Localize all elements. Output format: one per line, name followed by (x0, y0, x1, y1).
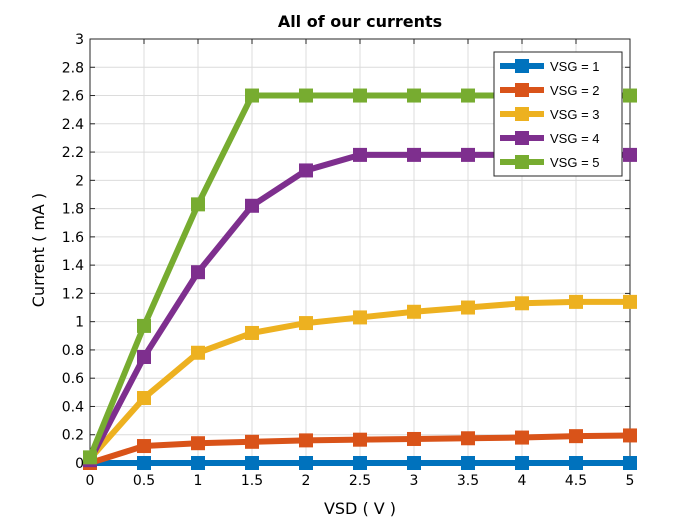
data-point (137, 318, 151, 333)
y-tick-label: 2.8 (62, 60, 84, 76)
legend-entry: VSG = 3 (500, 107, 600, 122)
data-point (137, 350, 151, 364)
data-point (137, 390, 151, 405)
data-point (515, 430, 529, 445)
y-tick-label: 1.8 (62, 202, 84, 218)
x-tick-label: 3 (410, 473, 419, 489)
data-point (299, 88, 313, 103)
legend-label: VSG = 4 (550, 131, 600, 146)
y-tick-label: 1.4 (62, 258, 84, 274)
y-tick-label: 0 (75, 456, 84, 472)
legend-entry: VSG = 1 (500, 59, 600, 74)
data-point (461, 147, 475, 162)
data-point (461, 300, 475, 315)
y-tick-label: 2.6 (62, 89, 84, 105)
y-tick-label: 0.8 (62, 343, 84, 359)
legend-label: VSG = 3 (550, 107, 600, 122)
legend-entry: VSG = 4 (500, 131, 600, 146)
x-tick-label: 5 (626, 473, 635, 489)
legend-entry: VSG = 5 (500, 155, 600, 170)
y-tick-label: 0.4 (62, 399, 84, 415)
data-point (245, 198, 259, 213)
series-3 (83, 294, 637, 466)
data-point (569, 294, 583, 309)
data-point (245, 456, 259, 470)
data-point (299, 163, 313, 178)
data-point (407, 147, 421, 162)
data-point (245, 325, 259, 340)
y-tick-label: 1.6 (62, 230, 84, 246)
legend-marker (515, 59, 529, 73)
y-tick-label: 3 (75, 32, 84, 48)
data-point (191, 197, 205, 212)
data-point (407, 88, 421, 103)
data-point (353, 88, 367, 103)
data-point (569, 456, 583, 470)
data-point (299, 433, 313, 448)
tick-label-layer: 0 0.5 1 1.5 2 2.5 3 3.5 4 4.5 5 0 0.2 0.4 0.6 0.8 1 1.2 1.… (62, 32, 635, 489)
y-tick-label: 2 (75, 173, 84, 189)
data-point (623, 88, 637, 103)
x-tick-label: 0 (86, 473, 95, 489)
data-point (353, 432, 367, 447)
data-point (569, 429, 583, 444)
legend: VSG = 1 VSG = 2 VSG = 3 VSG = 4 VSG = 5 (493, 51, 623, 177)
x-tick-label: 3.5 (457, 473, 479, 489)
chart-title: All of our currents (278, 12, 442, 31)
y-tick-label: 0.6 (62, 371, 84, 387)
data-point (461, 88, 475, 103)
x-tick-label: 4.5 (565, 473, 587, 489)
data-point (623, 428, 637, 443)
x-tick-label: 2.5 (349, 473, 371, 489)
data-point (245, 88, 259, 103)
x-tick-label: 0.5 (133, 473, 155, 489)
y-axis-label: Current ( mA ) (29, 193, 48, 307)
x-tick-label: 1 (194, 473, 203, 489)
legend-marker (515, 131, 529, 145)
y-tick-label: 2.2 (62, 145, 84, 161)
y-tick-label: 1.2 (62, 286, 84, 302)
legend-marker (515, 155, 529, 169)
data-point (299, 456, 313, 470)
data-point (407, 431, 421, 446)
data-point (245, 434, 259, 449)
data-point (137, 439, 151, 454)
data-point (353, 310, 367, 325)
y-tick-label: 1 (75, 315, 84, 331)
data-point (515, 296, 529, 311)
data-point (407, 304, 421, 319)
x-tick-label: 4 (518, 473, 527, 489)
legend-marker (515, 83, 529, 97)
legend-label: VSG = 2 (550, 83, 600, 98)
data-point (83, 450, 97, 465)
legend-label: VSG = 1 (550, 59, 600, 74)
data-point (623, 294, 637, 309)
data-point (191, 436, 205, 451)
data-point (461, 456, 475, 470)
data-point (299, 316, 313, 331)
data-point (353, 147, 367, 162)
legend-label: VSG = 5 (550, 155, 600, 170)
data-point (191, 456, 205, 470)
data-point (461, 431, 475, 446)
data-point (623, 456, 637, 470)
y-tick-label: 0.2 (62, 428, 84, 444)
data-point (623, 147, 637, 162)
data-point (407, 456, 421, 470)
data-point (353, 456, 367, 470)
data-point (191, 265, 205, 280)
data-point (515, 456, 529, 470)
data-point (191, 345, 205, 360)
x-axis-label: VSD ( V ) (324, 499, 396, 518)
series-2 (83, 428, 637, 470)
x-tick-label: 2 (302, 473, 311, 489)
legend-entry: VSG = 2 (500, 83, 600, 98)
data-point (137, 456, 151, 470)
x-tick-label: 1.5 (241, 473, 263, 489)
legend-marker (515, 107, 529, 121)
y-tick-label: 2.4 (62, 117, 84, 133)
